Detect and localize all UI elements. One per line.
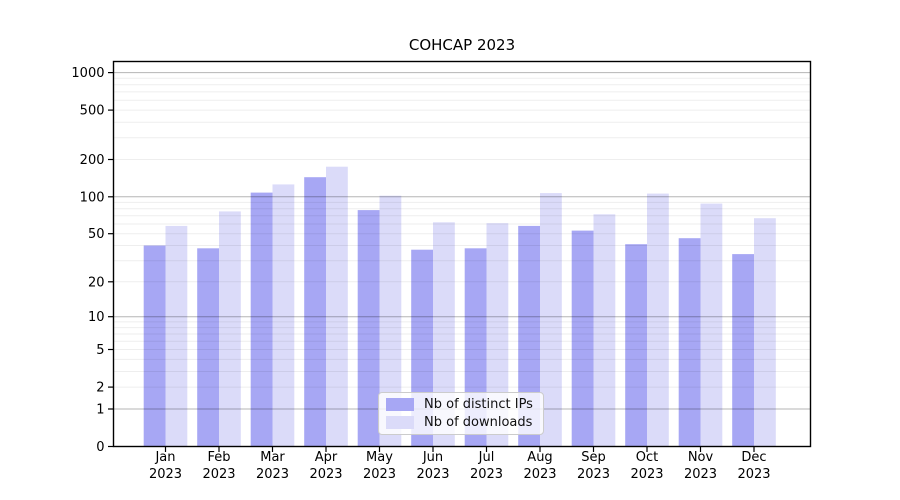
x-tick-label-year: 2023 bbox=[416, 467, 449, 482]
legend-item-distinct-ips: Nb of distinct IPs bbox=[386, 395, 543, 413]
y-tick-label: 200 bbox=[80, 153, 105, 168]
bar-jul-downloads bbox=[486, 223, 509, 447]
y-tick-label: 10 bbox=[88, 310, 105, 325]
bar-apr-distinct-ips bbox=[304, 177, 326, 447]
legend-label-downloads: Nb of downloads bbox=[424, 415, 533, 431]
y-tick-label: 1000 bbox=[71, 66, 104, 81]
x-tick-label-year: 2023 bbox=[309, 467, 342, 482]
x-tick-label-month: Feb bbox=[207, 450, 230, 465]
bar-mar-downloads bbox=[272, 184, 295, 447]
y-tick-label: 500 bbox=[80, 104, 105, 119]
x-tick-label-month: Jul bbox=[478, 450, 495, 465]
y-tick-label: 1 bbox=[96, 403, 104, 418]
x-tick-label-month: Mar bbox=[260, 450, 285, 465]
legend-label-distinct-ips: Nb of distinct IPs bbox=[424, 396, 533, 412]
x-tick-label-year: 2023 bbox=[256, 467, 289, 482]
x-tick-label-year: 2023 bbox=[577, 467, 610, 482]
x-tick-label-year: 2023 bbox=[523, 467, 556, 482]
bar-may-downloads bbox=[379, 195, 402, 447]
x-tick-label-year: 2023 bbox=[470, 467, 503, 482]
x-tick-label-month: Sep bbox=[581, 450, 606, 465]
x-tick-label-year: 2023 bbox=[684, 467, 717, 482]
bar-jan-downloads bbox=[165, 225, 188, 447]
bar-feb-downloads bbox=[219, 211, 241, 447]
y-tick-label: 20 bbox=[88, 275, 105, 290]
legend-swatch-distinct-ips-icon bbox=[386, 397, 414, 411]
bar-dec-downloads bbox=[754, 218, 776, 447]
x-tick-label-month: Apr bbox=[315, 450, 338, 465]
bar-nov-distinct-ips bbox=[678, 238, 701, 447]
x-tick-label-month: Aug bbox=[527, 450, 552, 465]
chart-title: COHCAP 2023 bbox=[408, 36, 516, 54]
x-tick-label-year: 2023 bbox=[202, 467, 235, 482]
x-tick-label-month: Oct bbox=[636, 450, 658, 465]
x-tick-label-month: Jun bbox=[422, 450, 443, 465]
bar-feb-distinct-ips bbox=[197, 248, 219, 447]
bar-dec-distinct-ips bbox=[732, 254, 754, 447]
x-tick-label-year: 2023 bbox=[737, 467, 770, 482]
bar-may-distinct-ips bbox=[357, 210, 380, 447]
y-tick-label: 100 bbox=[80, 190, 105, 205]
x-tick-label-month: Jan bbox=[154, 450, 175, 465]
x-tick-label-month: May bbox=[366, 450, 393, 465]
x-tick-label-month: Dec bbox=[741, 450, 766, 465]
bar-mar-distinct-ips bbox=[250, 192, 273, 447]
legend-item-downloads: Nb of downloads bbox=[386, 414, 543, 432]
x-tick-label-month: Nov bbox=[688, 450, 714, 465]
bar-oct-distinct-ips bbox=[625, 244, 647, 447]
bar-nov-downloads bbox=[700, 203, 723, 447]
x-tick-label-year: 2023 bbox=[630, 467, 663, 482]
bar-sep-distinct-ips bbox=[571, 230, 594, 447]
y-tick-label: 0 bbox=[96, 440, 104, 455]
chart-legend: Nb of distinct IPs Nb of downloads bbox=[378, 392, 544, 435]
y-tick-label: 50 bbox=[88, 227, 105, 242]
bar-sep-downloads bbox=[593, 214, 616, 447]
bar-aug-distinct-ips bbox=[518, 225, 540, 447]
bar-apr-downloads bbox=[326, 166, 348, 447]
x-tick-label-year: 2023 bbox=[149, 467, 182, 482]
x-tick-label-year: 2023 bbox=[363, 467, 396, 482]
bar-jan-distinct-ips bbox=[143, 245, 166, 447]
y-tick-label: 5 bbox=[96, 343, 104, 358]
bar-oct-downloads bbox=[647, 193, 669, 447]
bar-aug-downloads bbox=[540, 193, 562, 447]
bar-jun-downloads bbox=[433, 222, 455, 447]
y-tick-label: 2 bbox=[96, 381, 104, 396]
plot-border bbox=[112, 60, 812, 448]
legend-swatch-downloads-icon bbox=[386, 416, 414, 430]
